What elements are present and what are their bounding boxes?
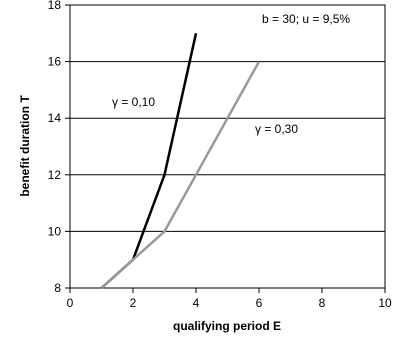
series-line-0 — [100, 33, 198, 289]
x-tick-label: 4 — [193, 296, 200, 310]
y-tick-label: 8 — [54, 281, 61, 295]
series-label-gamma-030: γ = 0,30 — [255, 122, 298, 136]
y-tick-label: 14 — [48, 111, 62, 125]
grid-lines — [70, 61, 385, 232]
y-tick-label: 16 — [48, 55, 62, 69]
series-line-1 — [100, 60, 261, 289]
parameters-annotation: b = 30; u = 9,5% — [262, 12, 350, 26]
plot-frame — [69, 4, 386, 289]
y-tick-label: 10 — [48, 224, 62, 238]
x-tick-label: 8 — [319, 296, 326, 310]
x-axis-title: qualifying period E — [173, 319, 281, 333]
x-tick-label: 2 — [130, 296, 137, 310]
y-tick-label: 12 — [48, 168, 62, 182]
y-tick-label: 18 — [48, 0, 62, 12]
x-tick-label: 6 — [256, 296, 263, 310]
axes: 8 10 12 14 16 18 0 2 4 6 8 10 — [48, 0, 392, 310]
x-tick-label: 0 — [67, 296, 74, 310]
y-axis-title: benefit duration T — [18, 95, 32, 197]
x-tick-label: 10 — [378, 296, 392, 310]
series — [100, 33, 261, 289]
series-label-gamma-010: γ = 0,10 — [112, 95, 155, 109]
